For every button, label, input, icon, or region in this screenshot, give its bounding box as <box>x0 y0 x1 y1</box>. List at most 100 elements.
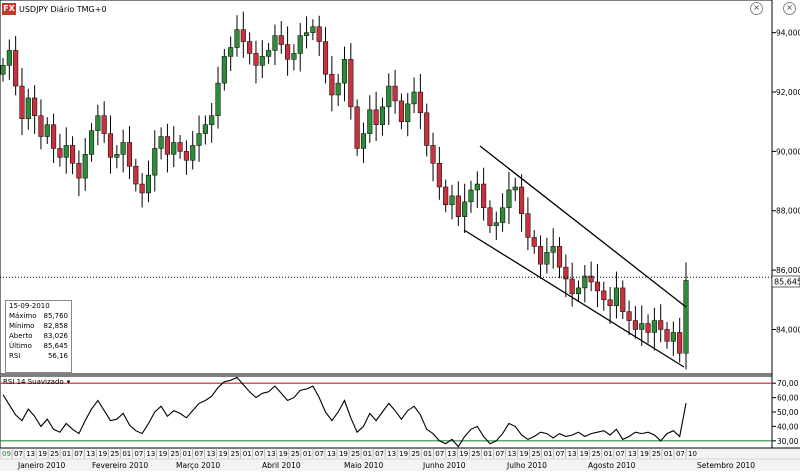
candle-body-up <box>613 287 619 306</box>
channel-upper-line[interactable] <box>479 145 687 308</box>
day-label: 13 <box>568 450 577 458</box>
day-label: 13 <box>26 450 35 458</box>
price-tick-label: 88,000 <box>776 207 800 216</box>
candle-body-up <box>228 47 234 57</box>
candle-body-up <box>670 332 676 342</box>
day-label: 10 <box>688 450 697 458</box>
candle-body-down <box>247 41 253 54</box>
candle-body-up <box>500 207 506 223</box>
candle-body-down <box>107 133 114 158</box>
candle-body-down <box>430 145 436 164</box>
candle-body-down <box>354 106 360 149</box>
last-price-tag <box>771 275 800 288</box>
candle <box>158 127 164 160</box>
candle-body-up <box>114 154 120 158</box>
day-label: 07 <box>435 450 444 458</box>
candle <box>247 32 253 65</box>
candle-body-down <box>38 115 44 137</box>
candle <box>215 66 221 129</box>
month-label: Agosto 2010 <box>588 461 636 470</box>
candle-body-down <box>373 109 379 125</box>
candle <box>658 304 664 343</box>
candle-body-down <box>51 124 57 149</box>
candle <box>25 88 31 130</box>
day-label: 25 <box>411 450 420 458</box>
candle <box>253 40 259 84</box>
candle-body-up <box>544 252 550 265</box>
candle-body-down <box>424 112 430 146</box>
day-label: 09 <box>2 450 11 458</box>
candle-body-down <box>563 266 569 280</box>
candle-body-up <box>468 189 474 203</box>
candle <box>285 26 291 76</box>
candle-body-down <box>607 299 613 306</box>
candle <box>531 230 537 254</box>
candle-body-down <box>329 73 335 96</box>
candle <box>594 263 601 308</box>
candle-body-up <box>582 275 588 289</box>
day-label: 25 <box>652 450 661 458</box>
candle <box>556 237 563 279</box>
day-label: 01 <box>243 450 252 458</box>
month-label: Abril 2010 <box>262 461 301 470</box>
close-price-panel-button[interactable]: × <box>750 2 763 15</box>
day-label: 07 <box>134 450 143 458</box>
candle <box>398 93 404 130</box>
close-rsi-panel-button[interactable]: × <box>783 2 796 15</box>
info-label: Mínimo <box>9 322 35 330</box>
candle <box>651 307 657 351</box>
rsi-axis: 70,00 60,00 50,00 40,00 30,00 <box>772 379 799 446</box>
candle <box>683 262 689 370</box>
candle <box>32 85 38 134</box>
candle-body-up <box>683 280 689 354</box>
candle <box>386 73 392 125</box>
candle-body-up <box>145 174 152 194</box>
trend-channel[interactable] <box>463 145 687 368</box>
day-label: 19 <box>339 450 348 458</box>
month-label: Setembro 2010 <box>697 461 755 470</box>
day-label: 25 <box>231 450 240 458</box>
candle <box>209 102 215 143</box>
candle <box>348 43 354 120</box>
chevron-down-icon[interactable]: ▾ <box>66 378 71 386</box>
day-label: 25 <box>50 450 59 458</box>
candle <box>677 317 683 363</box>
channel-lower-line[interactable] <box>463 229 685 368</box>
candle-body-up <box>310 26 316 33</box>
day-label: 25 <box>170 450 179 458</box>
candle <box>101 101 107 143</box>
candle <box>430 132 436 182</box>
candle <box>537 235 544 279</box>
price-tick-label: 92,000 <box>776 88 800 97</box>
fx-icon: FX <box>2 3 16 15</box>
day-label: 07 <box>375 450 384 458</box>
candle <box>550 228 556 269</box>
candle-body-up <box>259 56 265 66</box>
day-label: 01 <box>183 450 192 458</box>
candle-body-down <box>240 29 246 42</box>
candle-body-up <box>335 82 341 96</box>
candle-body-down <box>519 186 525 214</box>
day-label: 01 <box>544 450 553 458</box>
candle <box>449 184 455 220</box>
day-label: 07 <box>195 450 204 458</box>
candle-body-up <box>158 136 164 149</box>
day-label: 13 <box>327 450 336 458</box>
candle-body-up <box>25 97 31 119</box>
candle-body-down <box>443 186 449 206</box>
candle <box>278 21 284 54</box>
candle-body-down <box>531 237 537 247</box>
day-label: 07 <box>556 450 565 458</box>
info-row-low: Mínimo 82,858 <box>6 321 71 331</box>
chart-title-bar: FX USDJPY Diário TMG+0 <box>2 2 107 16</box>
candle <box>525 197 531 251</box>
candle-body-down <box>13 50 19 87</box>
candle-body-up <box>120 142 126 155</box>
day-label: 25 <box>592 450 601 458</box>
rsi-title[interactable]: RSI 14 Suavizado ▾ <box>3 378 70 386</box>
ohlc-info-box: 15-09-2010 Máximo 85,760 Mínimo 82,858 Abe… <box>5 300 72 373</box>
candle <box>613 271 619 319</box>
day-label: 19 <box>279 450 288 458</box>
candle <box>57 133 63 167</box>
candle <box>379 97 385 136</box>
